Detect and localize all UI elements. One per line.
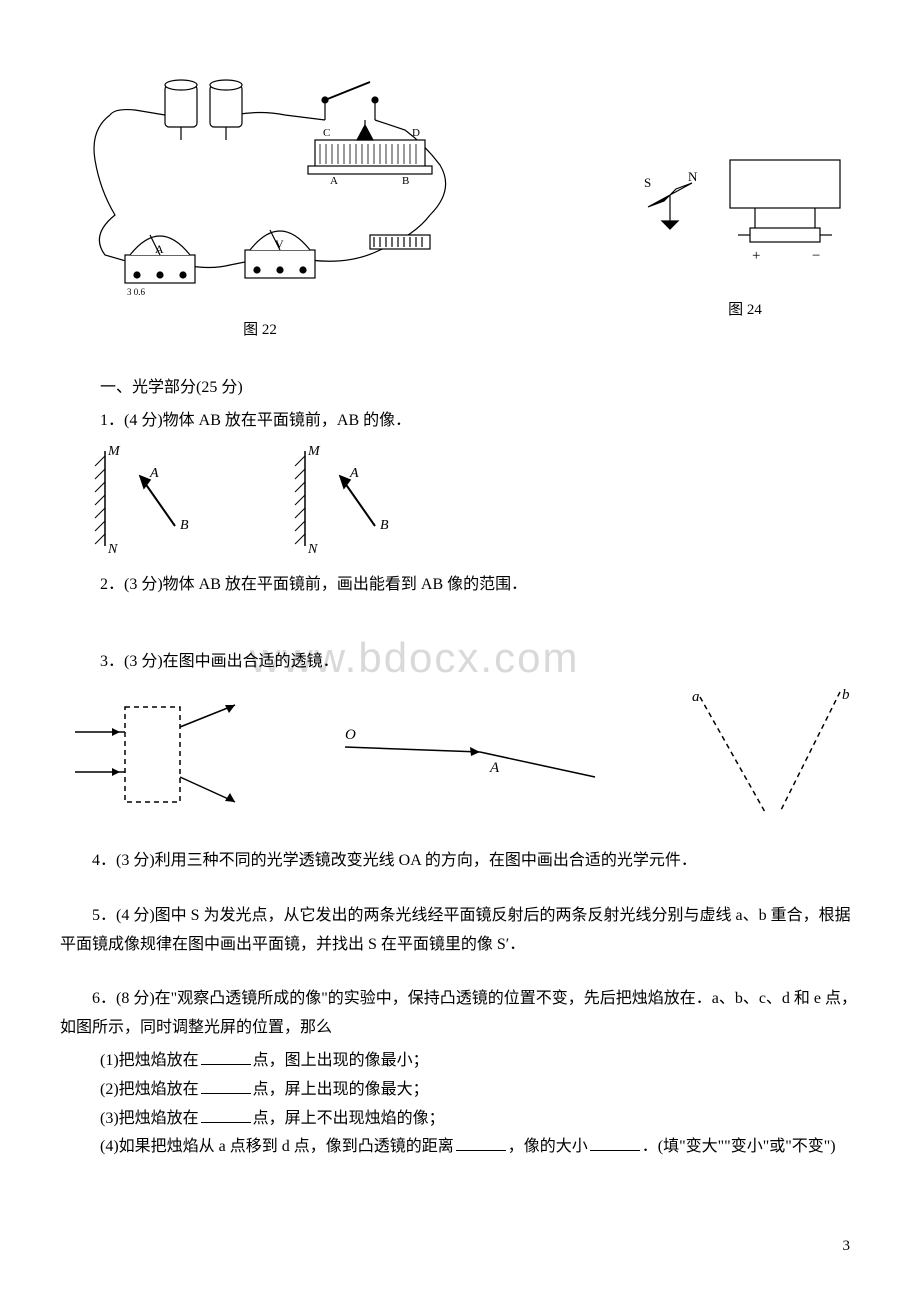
figure-22-block: C P D A B A 3 0.6 [60, 70, 460, 344]
blank-6-3 [201, 1107, 251, 1123]
q6-3-b: 点，屏上不出现烛焰的像； [253, 1110, 445, 1127]
question-6-1: (1)把烛焰放在 点，图上出现的像最小； [100, 1047, 860, 1076]
svg-text:N: N [107, 542, 118, 557]
q6-2-a: (2)把烛焰放在 [100, 1081, 199, 1098]
svg-text:S: S [644, 175, 651, 190]
figure-24-block: S N + − 图 24 [630, 150, 860, 324]
q3-figures-row: O A a b [70, 687, 860, 827]
question-1: 1．(4 分)物体 AB 放在平面镜前，AB 的像． [100, 407, 860, 436]
page-number: 3 [843, 1233, 851, 1260]
svg-text:M: M [107, 444, 121, 459]
svg-text:B: B [180, 518, 189, 533]
q6-4-b: ，像的大小 [508, 1138, 588, 1155]
svg-text:B: B [380, 518, 389, 533]
svg-text:b: b [842, 687, 850, 703]
top-figure-row: C P D A B A 3 0.6 [60, 70, 860, 344]
question-5: 5．(4 分)图中 S 为发光点，从它发出的两条光线经平面镜反射后的两条反射光线… [60, 902, 860, 960]
v-rays-figure: a b [680, 687, 860, 827]
q6-3-a: (3)把烛焰放在 [100, 1110, 199, 1127]
blank-6-4a [456, 1135, 506, 1151]
question-6-3: (3)把烛焰放在 点，屏上不出现烛焰的像； [100, 1105, 860, 1134]
svg-text:D: D [412, 127, 420, 139]
oa-ray-figure: O A [335, 717, 605, 797]
question-6-2: (2)把烛焰放在 点，屏上出现的像最大； [100, 1076, 860, 1105]
q6-4-c: ．(填"变大""变小"或"不变") [642, 1138, 836, 1155]
question-6-4: (4)如果把烛焰从 a 点移到 d 点，像到凸透镜的距离 ，像的大小 ．(填"变大"… [100, 1133, 860, 1162]
svg-text:C: C [323, 127, 330, 139]
svg-text:+: + [752, 248, 760, 264]
svg-text:3 0.6: 3 0.6 [127, 287, 146, 297]
question-4: 4．(3 分)利用三种不同的光学透镜改变光线 OA 的方向，在图中画出合适的光学… [60, 847, 860, 876]
svg-text:B: B [402, 175, 409, 187]
lens-figure [70, 697, 260, 817]
svg-text:V: V [275, 237, 284, 251]
svg-text:A: A [155, 242, 164, 256]
q6-4-a: (4)如果把烛焰从 a 点移到 d 点，像到凸透镜的距离 [100, 1138, 454, 1155]
question-6: 6．(8 分)在"观察凸透镜所成的像"的实验中，保持凸透镜的位置不变，先后把烛焰… [60, 985, 860, 1043]
q6-1-b: 点，图上出现的像最小； [253, 1052, 429, 1069]
svg-text:A: A [349, 466, 359, 481]
question-2: 2．(3 分)物体 AB 放在平面镜前，画出能看到 AB 像的范围． [100, 571, 860, 600]
svg-text:M: M [307, 444, 321, 459]
blank-6-2 [201, 1078, 251, 1094]
svg-text:A: A [330, 175, 338, 187]
svg-text:N: N [307, 542, 318, 557]
circuit-diagram: C P D A B A 3 0.6 [60, 70, 460, 300]
figure-24-caption: 图 24 [630, 297, 860, 324]
q6-2-b: 点，屏上出现的像最大； [253, 1081, 429, 1098]
svg-text:A: A [149, 466, 159, 481]
compass-box-diagram: S N + − [630, 150, 860, 280]
svg-text:a: a [692, 689, 700, 705]
figure-22-caption: 图 22 [60, 317, 460, 344]
q6-1-a: (1)把烛焰放在 [100, 1052, 199, 1069]
blank-6-1 [201, 1049, 251, 1065]
svg-text:A: A [489, 760, 500, 776]
svg-text:O: O [345, 727, 356, 743]
blank-6-4b [590, 1135, 640, 1151]
mirror-figure-2: M N A B [280, 441, 420, 561]
q1-figures: M N A B M N A [80, 441, 860, 561]
svg-text:−: − [812, 248, 820, 264]
section-1-title: 一、光学部分(25 分) [100, 374, 860, 403]
question-3: 3．(3 分)在图中画出合适的透镜． [100, 648, 860, 677]
svg-text:P: P [362, 127, 368, 139]
svg-text:N: N [688, 169, 698, 184]
mirror-figure-1: M N A B [80, 441, 220, 561]
